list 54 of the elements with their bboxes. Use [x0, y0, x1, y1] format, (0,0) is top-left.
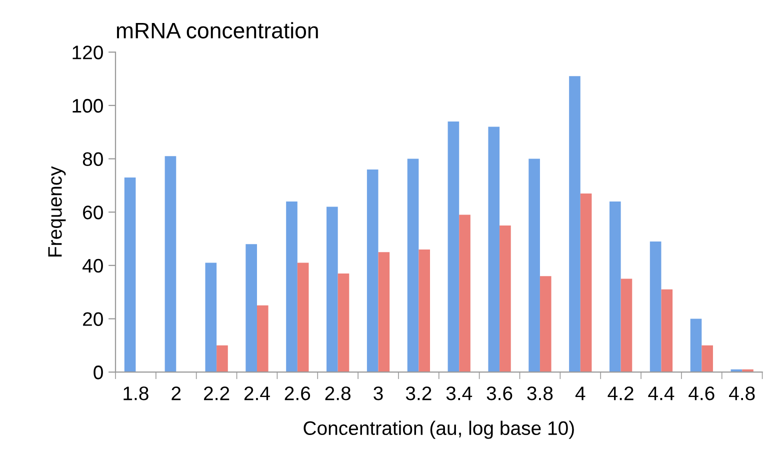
bar — [407, 158, 419, 372]
y-tick-label: 60 — [83, 206, 103, 220]
x-tick-label: 3.8 — [527, 386, 553, 400]
bar — [690, 318, 702, 372]
bar — [459, 214, 470, 372]
x-axis-title: Concentration (au, log base 10) — [304, 420, 574, 439]
bar — [580, 193, 592, 372]
bar — [286, 201, 298, 372]
y-tick-label: 0 — [94, 366, 103, 380]
x-tick-label: 4.8 — [729, 386, 755, 400]
bar — [569, 76, 580, 372]
y-tick-label: 40 — [82, 258, 103, 273]
x-tick-label: 4.2 — [608, 386, 634, 400]
bar — [338, 273, 350, 372]
x-tick-label: 2.8 — [325, 386, 351, 400]
bar — [164, 156, 176, 372]
bar — [500, 225, 511, 372]
bar — [418, 249, 430, 372]
y-tick-label: 20 — [83, 312, 103, 326]
y-axis-title: Frequency — [48, 166, 66, 256]
x-tick-label: 3.6 — [486, 386, 512, 400]
bar — [620, 278, 632, 372]
x-tick-label: 4 — [575, 386, 586, 400]
bar — [528, 158, 540, 372]
bar — [650, 241, 662, 372]
y-tick-label: 100 — [72, 98, 103, 113]
x-tick-label: 3.4 — [446, 386, 472, 400]
bar — [609, 201, 621, 372]
bar — [702, 345, 713, 372]
bar — [216, 345, 228, 372]
bar — [256, 305, 268, 372]
x-tick-label: 2.2 — [204, 386, 230, 400]
x-tick-label: 2.6 — [284, 386, 310, 400]
bar — [326, 206, 338, 372]
x-tick-label: 2.4 — [244, 386, 270, 400]
bar — [366, 169, 378, 372]
bar — [297, 262, 309, 372]
x-tick-label: 3.2 — [406, 386, 432, 400]
bar — [124, 177, 136, 372]
bar — [246, 244, 257, 372]
x-tick-label: 3 — [374, 386, 383, 400]
x-tick-label: 4.4 — [648, 386, 674, 400]
y-tick-label: 80 — [82, 152, 103, 166]
bar — [488, 126, 500, 372]
bar — [205, 262, 217, 372]
bar — [378, 252, 390, 372]
bar — [661, 289, 673, 372]
x-tick-label: 4.6 — [688, 386, 714, 400]
y-tick-label: 120 — [72, 46, 103, 60]
chart-title: mRNA concentration — [116, 22, 318, 38]
x-tick-label: 1.8 — [124, 386, 148, 400]
bar — [540, 276, 552, 372]
bar — [448, 121, 460, 372]
x-tick-label: 2 — [172, 386, 181, 400]
